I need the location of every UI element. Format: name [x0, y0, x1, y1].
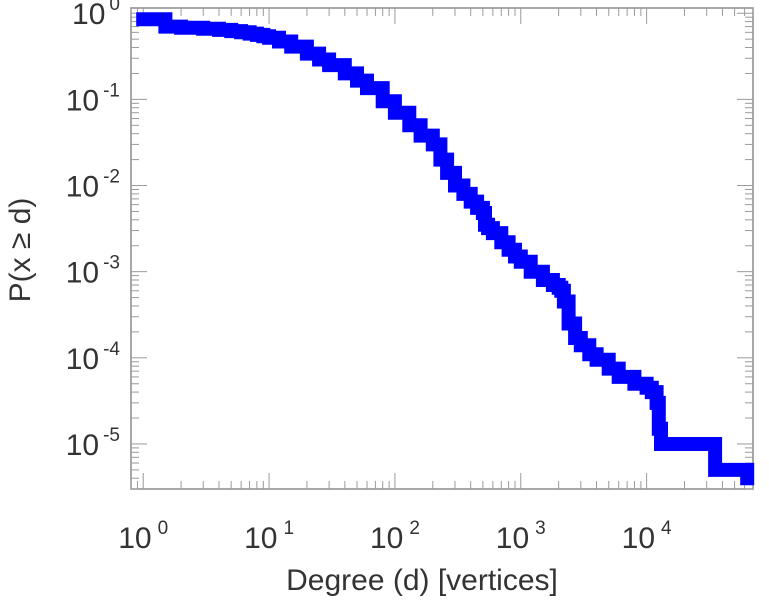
- major-ticks: [131, 8, 753, 489]
- y-tick-label: 10 -2: [66, 167, 120, 204]
- y-tick-label: 10 -1: [66, 80, 120, 117]
- x-tick-labels: 10 0 10 1 10 2 10 3 10 4: [118, 518, 672, 555]
- x-tick-label: 10 4: [622, 518, 672, 555]
- ccdf-series-line: [136, 12, 755, 486]
- x-tick-label: 10 3: [496, 518, 546, 555]
- minor-ticks: [130, 8, 754, 490]
- y-tick-label: 10 0: [72, 0, 120, 31]
- y-tick-label: 10 -4: [66, 339, 121, 376]
- y-tick-label: 10 -3: [66, 253, 120, 290]
- y-tick-label: 10 -5: [66, 425, 120, 462]
- x-axis-title: Degree (d) [vertices]: [286, 564, 558, 597]
- x-tick-label: 10 1: [244, 518, 294, 555]
- x-tick-label: 10 2: [370, 518, 420, 555]
- plot-area: [130, 7, 754, 490]
- y-axis-title: P(x ≥ d): [4, 198, 37, 303]
- x-tick-label: 10 0: [118, 518, 168, 555]
